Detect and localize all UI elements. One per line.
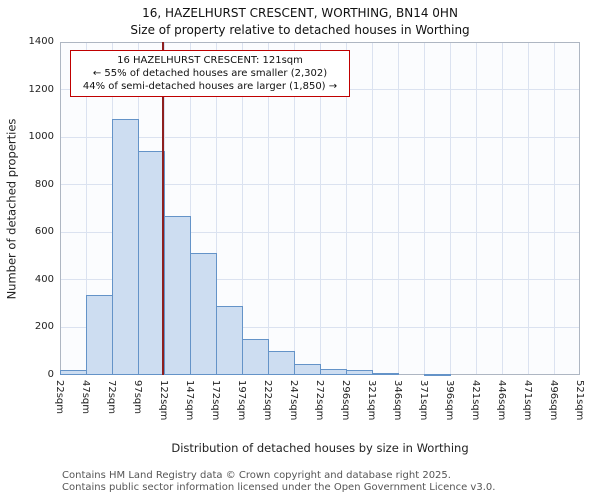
x-tick-label: 421sqm [470, 380, 481, 421]
gridline-v [449, 43, 451, 374]
gridline-v [371, 43, 373, 374]
annotation-line-2: ← 55% of detached houses are smaller (2,… [92, 68, 328, 79]
x-tick-label: 521sqm [574, 380, 585, 421]
bar [60, 370, 87, 375]
bar [190, 252, 217, 375]
x-tick-label: 321sqm [366, 380, 377, 421]
bar [346, 370, 373, 375]
x-tick-label: 47sqm [80, 380, 91, 415]
bar [242, 339, 269, 375]
x-tick-label: 496sqm [548, 380, 559, 421]
x-tick-label: 222sqm [262, 380, 273, 421]
y-tick-label: 400 [34, 273, 54, 285]
y-tick-label: 800 [34, 178, 54, 190]
bar [372, 372, 399, 375]
bar [138, 151, 165, 375]
y-tick-label: 1200 [28, 83, 54, 95]
gridline-v [85, 43, 87, 374]
x-tick-label: 197sqm [236, 380, 247, 421]
footer-attribution-1: Contains HM Land Registry data © Crown c… [62, 470, 451, 481]
bar [86, 295, 113, 375]
y-tick-label: 600 [34, 226, 54, 238]
x-tick-label: 371sqm [418, 380, 429, 421]
marker-line [162, 42, 164, 375]
chart-subtitle: Size of property relative to detached ho… [130, 23, 470, 37]
x-tick-label: 97sqm [132, 380, 143, 415]
bar [294, 364, 321, 375]
gridline-v [475, 43, 477, 374]
bar [424, 373, 451, 376]
x-tick-label: 147sqm [184, 380, 195, 421]
gridline-v [267, 43, 269, 374]
y-tick-label: 200 [34, 321, 54, 333]
x-tick-label: 172sqm [210, 380, 221, 421]
x-tick-label: 122sqm [158, 380, 169, 421]
gridline-v [527, 43, 529, 374]
x-tick-label: 272sqm [314, 380, 325, 421]
gridline-v [345, 43, 347, 374]
annotation-line-3: 44% of semi-detached houses are larger (… [82, 81, 338, 92]
bar [112, 119, 139, 375]
gridline-v [189, 43, 191, 374]
y-tick-label: 0 [47, 369, 54, 380]
gridline-v [293, 43, 295, 374]
chart-title: 16, HAZELHURST CRESCENT, WORTHING, BN14 … [142, 6, 458, 20]
footer-attribution-2: Contains public sector information licen… [62, 482, 496, 493]
y-tick-label: 1000 [28, 131, 54, 143]
annotation-line-1: 16 HAZELHURST CRESCENT: 121sqm [117, 55, 303, 66]
gridline-v [241, 43, 243, 374]
gridline-v [553, 43, 555, 374]
gridline-v [319, 43, 321, 374]
x-tick-label: 22sqm [54, 380, 65, 415]
x-tick-label: 471sqm [522, 380, 533, 421]
x-tick-label: 346sqm [392, 380, 403, 421]
gridline-v [423, 43, 425, 374]
gridline-v [397, 43, 399, 374]
bar [216, 306, 243, 375]
x-tick-label: 446sqm [496, 380, 507, 421]
x-axis-label: Distribution of detached houses by size … [171, 441, 469, 455]
annotation-box: 16 HAZELHURST CRESCENT: 121sqm ← 55% of … [70, 50, 350, 97]
gridline-v [215, 43, 217, 374]
x-tick-label: 72sqm [106, 380, 117, 415]
x-tick-label: 296sqm [340, 380, 351, 421]
x-tick-label: 396sqm [444, 380, 455, 421]
x-tick-label: 247sqm [288, 380, 299, 421]
gridline-v [501, 43, 503, 374]
bar [268, 351, 295, 375]
bar [320, 369, 347, 375]
y-tick-label: 1400 [28, 36, 54, 47]
bar [164, 215, 191, 375]
